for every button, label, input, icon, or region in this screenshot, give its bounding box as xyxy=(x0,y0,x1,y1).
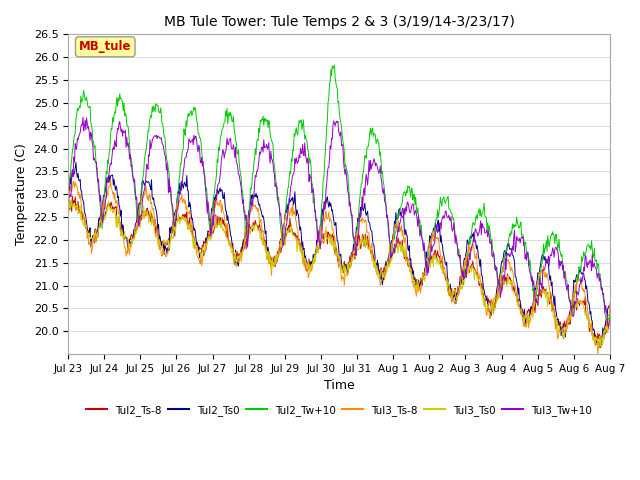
Legend: Tul2_Ts-8, Tul2_Ts0, Tul2_Tw+10, Tul3_Ts-8, Tul3_Ts0, Tul3_Tw+10: Tul2_Ts-8, Tul2_Ts0, Tul2_Tw+10, Tul3_Ts… xyxy=(82,401,596,420)
Tul2_Ts-8 xyxy=(228,243,236,249)
Tul2_Ts-8 xyxy=(68,193,76,199)
Tul2_Tw+10 xyxy=(275,194,282,200)
Tul3_Tw+10 xyxy=(228,146,236,152)
Tul2_Ts0 xyxy=(426,233,434,239)
Tul2_Tw+10 xyxy=(64,183,72,189)
Tul2_Ts-8 xyxy=(64,201,72,206)
Tul3_Ts0 xyxy=(255,226,262,232)
Tul2_Tw+10 xyxy=(227,113,235,119)
Tul3_Ts0 xyxy=(396,244,403,250)
Tul3_Ts-8 xyxy=(396,229,403,235)
Tul3_Tw+10 xyxy=(275,204,283,210)
X-axis label: Time: Time xyxy=(324,379,355,392)
Tul3_Ts-8 xyxy=(426,245,434,251)
Tul3_Ts0 xyxy=(606,318,614,324)
Tul2_Tw+10 xyxy=(254,137,262,143)
Tul2_Ts0 xyxy=(228,240,236,246)
Tul2_Ts0 xyxy=(606,304,614,310)
Tul2_Ts0 xyxy=(275,247,283,252)
Tul3_Ts0 xyxy=(275,252,283,258)
Tul3_Ts-8 xyxy=(594,351,602,357)
Tul3_Tw+10 xyxy=(64,206,72,212)
Tul2_Ts-8 xyxy=(593,338,601,344)
Line: Tul2_Tw+10: Tul2_Tw+10 xyxy=(68,65,610,322)
Tul2_Tw+10 xyxy=(331,62,339,68)
Tul3_Ts-8 xyxy=(129,239,136,245)
Tul2_Tw+10 xyxy=(128,159,136,165)
Tul3_Ts-8 xyxy=(606,300,614,305)
Tul3_Tw+10 xyxy=(255,158,262,164)
Tul3_Ts0 xyxy=(426,256,434,262)
Tul2_Ts-8 xyxy=(255,223,262,228)
Tul2_Ts-8 xyxy=(275,246,283,252)
Tul3_Tw+10 xyxy=(129,172,136,178)
Tul3_Tw+10 xyxy=(79,114,87,120)
Line: Tul3_Ts0: Tul3_Ts0 xyxy=(68,200,610,350)
Line: Tul2_Ts-8: Tul2_Ts-8 xyxy=(68,196,610,341)
Tul2_Ts-8 xyxy=(606,315,614,321)
Tul3_Tw+10 xyxy=(605,324,612,330)
Tul2_Ts0 xyxy=(72,159,80,165)
Line: Tul3_Ts-8: Tul3_Ts-8 xyxy=(68,179,610,354)
Tul3_Ts-8 xyxy=(64,194,72,200)
Tul3_Ts-8 xyxy=(255,210,262,216)
Tul2_Ts0 xyxy=(596,345,604,350)
Title: MB Tule Tower: Tule Temps 2 & 3 (3/19/14-3/23/17): MB Tule Tower: Tule Temps 2 & 3 (3/19/14… xyxy=(164,15,515,29)
Tul3_Ts-8 xyxy=(228,244,236,250)
Tul3_Ts0 xyxy=(228,248,236,254)
Tul3_Ts-8 xyxy=(107,176,115,182)
Tul2_Ts-8 xyxy=(426,257,434,263)
Tul3_Ts0 xyxy=(64,207,72,213)
Tul2_Ts0 xyxy=(129,235,136,241)
Line: Tul3_Tw+10: Tul3_Tw+10 xyxy=(68,117,610,327)
Tul2_Tw+10 xyxy=(604,319,612,325)
Y-axis label: Temperature (C): Temperature (C) xyxy=(15,144,28,245)
Tul3_Tw+10 xyxy=(396,220,403,226)
Tul2_Tw+10 xyxy=(606,309,614,314)
Tul3_Ts-8 xyxy=(275,243,283,249)
Tul2_Ts0 xyxy=(396,206,403,212)
Tul3_Tw+10 xyxy=(426,256,434,262)
Tul2_Ts0 xyxy=(255,202,262,208)
Tul2_Ts0 xyxy=(64,189,72,195)
Tul2_Tw+10 xyxy=(426,252,434,258)
Tul2_Ts-8 xyxy=(396,243,403,249)
Tul3_Ts0 xyxy=(68,197,76,203)
Tul2_Tw+10 xyxy=(396,207,403,213)
Tul3_Ts0 xyxy=(129,239,136,244)
Line: Tul2_Ts0: Tul2_Ts0 xyxy=(68,162,610,348)
Text: MB_tule: MB_tule xyxy=(79,40,131,53)
Tul3_Ts0 xyxy=(595,347,602,353)
Tul2_Ts-8 xyxy=(129,234,136,240)
Tul3_Tw+10 xyxy=(606,318,614,324)
